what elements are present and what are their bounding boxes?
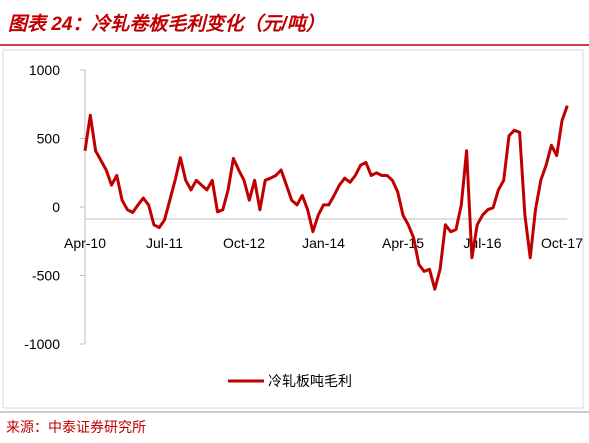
- x-tick-label: Jul-11: [146, 235, 183, 251]
- x-tick-label: Apr-10: [64, 235, 106, 251]
- data-line: [83, 105, 569, 291]
- y-tick-label: -500: [32, 268, 60, 284]
- source-note: 来源：中泰证券研究所: [6, 419, 146, 435]
- x-tick-label: Oct-12: [223, 235, 265, 251]
- x-tick-label: Apr-15: [382, 235, 424, 251]
- y-tick-label: -1000: [24, 336, 60, 352]
- x-tick-label: Oct-17: [541, 235, 583, 251]
- y-tick-label: 1000: [29, 62, 60, 78]
- legend-label: 冷轧板吨毛利: [268, 373, 352, 389]
- y-tick-label: 0: [52, 199, 60, 215]
- chart-title: 图表 24：冷轧卷板毛利变化（元/吨）: [8, 13, 325, 35]
- y-tick-label: 500: [37, 131, 61, 147]
- x-tick-label: Jan-14: [302, 235, 345, 251]
- chart-frame: [2, 49, 584, 409]
- x-tick-label: Jul-16: [463, 235, 501, 251]
